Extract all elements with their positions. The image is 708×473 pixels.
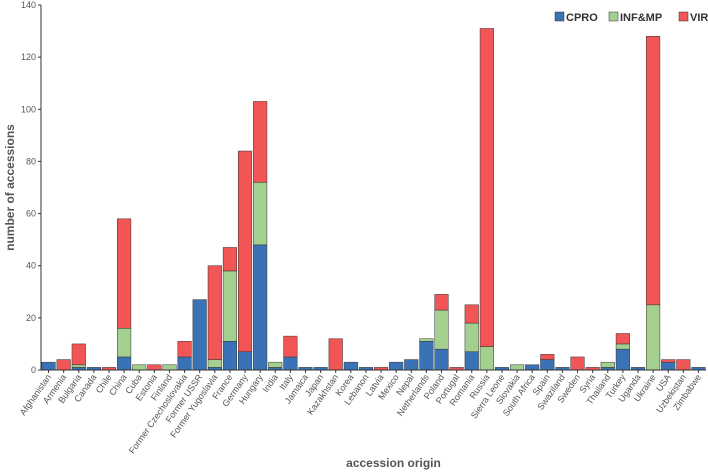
bar-inf-mp-india: [268, 361, 283, 368]
legend: CPRO INF&MP VIR: [554, 11, 708, 24]
bar-cpro-south-africa: [525, 364, 540, 371]
bar-inf-mp-bulgaria: [71, 364, 86, 368]
bar-inf-mp-cuba: [132, 364, 147, 371]
bar-inf-mp-russia: [479, 346, 494, 371]
legend-swatch-inf-mp: [608, 11, 619, 22]
bar-inf-mp-slovakia: [510, 364, 525, 371]
bar-cpro-spain: [540, 359, 555, 371]
bar-cpro-afghanistan: [41, 361, 56, 371]
legend-swatch-cpro: [554, 11, 565, 22]
bar-vir-bulgaria: [71, 343, 86, 366]
bar-inf-mp-romania: [464, 322, 479, 353]
y-tick-label: 100: [21, 104, 36, 114]
bar-inf-mp-thailand: [600, 361, 615, 368]
bar-vir-turkey: [615, 333, 630, 345]
y-tick-label: 140: [21, 0, 36, 10]
legend-label-inf-mp: INF&MP: [620, 12, 662, 24]
legend-label-cpro: CPRO: [566, 12, 598, 24]
bar-inf-mp-ukraine: [646, 304, 661, 371]
bar-cpro-italy: [283, 356, 298, 371]
bar-inf-mp-turkey: [615, 343, 630, 350]
y-tick-label: 20: [26, 313, 36, 323]
x-axis-title: accession origin: [346, 456, 441, 470]
bar-cpro-nepal: [404, 359, 419, 371]
y-tick-label: 120: [21, 52, 36, 62]
x-axis-ticks: AfghanistanArmeniaBulgariaCanadaChileChi…: [18, 370, 703, 456]
bar-cpro-korea: [343, 361, 358, 371]
y-tick-label: 80: [26, 156, 36, 166]
y-tick-label: 60: [26, 209, 36, 219]
bar-vir-estonia: [147, 364, 162, 371]
bar-cpro-china: [117, 356, 132, 371]
bar-cpro-hungary: [253, 244, 268, 371]
bar-inf-mp-finland: [162, 364, 177, 371]
bars: [41, 28, 706, 371]
bar-inf-mp-hungary: [253, 182, 268, 246]
bar-vir-poland: [434, 294, 449, 311]
bar-vir-russia: [479, 28, 494, 347]
bar-vir-armenia: [56, 359, 71, 371]
y-tick-label: 40: [26, 261, 36, 271]
bar-vir-former-yugoslavia: [207, 265, 222, 360]
bar-vir-china: [117, 218, 132, 329]
bar-vir-ukraine: [646, 36, 661, 306]
bar-cpro-poland: [434, 348, 449, 371]
legend-swatch-vir: [678, 11, 689, 22]
bar-inf-mp-former-yugoslavia: [207, 359, 222, 368]
bar-vir-kazakhstan: [328, 338, 343, 371]
bar-cpro-netherlands: [419, 341, 434, 371]
legend-label-vir: VIR: [690, 12, 708, 24]
y-axis-ticks: 0 20 40 60 80 100 120 140: [21, 0, 41, 375]
bar-vir-hungary: [253, 101, 268, 183]
y-axis-title: number of accessions: [3, 124, 17, 251]
bar-cpro-mexico: [389, 361, 404, 371]
bar-vir-spain: [540, 354, 555, 360]
bar-inf-mp-poland: [434, 309, 449, 350]
bar-cpro-romania: [464, 351, 479, 371]
bar-inf-mp-netherlands: [419, 338, 434, 342]
bar-cpro-france: [222, 341, 237, 371]
y-tick-label: 0: [31, 365, 36, 375]
bar-cpro-former-czechoslovakia: [177, 356, 192, 371]
x-tick-label: India: [261, 372, 280, 394]
bar-vir-germany: [237, 150, 253, 352]
bar-vir-usa: [661, 359, 676, 363]
bar-inf-mp-france: [222, 270, 237, 342]
bar-vir-uzbekistan: [676, 359, 691, 371]
bar-cpro-usa: [661, 361, 676, 371]
bar-vir-france: [222, 247, 237, 272]
bar-vir-sweden: [570, 356, 585, 371]
bar-inf-mp-china: [117, 328, 132, 358]
bar-vir-romania: [464, 304, 479, 324]
bar-cpro-turkey: [615, 348, 630, 371]
bar-cpro-germany: [237, 351, 253, 371]
bar-vir-former-czechoslovakia: [177, 341, 192, 358]
bar-cpro-former-ussr: [192, 299, 207, 371]
bar-vir-italy: [283, 335, 298, 358]
